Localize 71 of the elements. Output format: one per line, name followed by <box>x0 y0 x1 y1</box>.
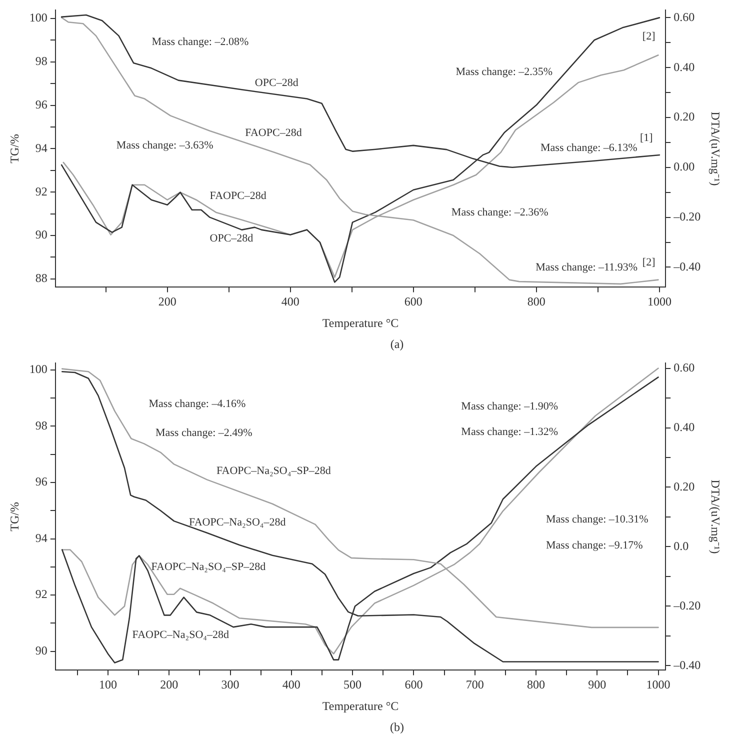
annotation: Mass change: –10.31% <box>546 514 648 526</box>
annotation: FAOPC–Na₂SO₄–28d <box>189 516 286 529</box>
y-tick-label: 94 <box>35 530 48 545</box>
y-tick-label: 100 <box>29 362 48 376</box>
x-tick-label: 1000 <box>647 294 672 309</box>
annotation: Mass change: –4.16% <box>148 398 246 410</box>
y2-tick-label: 0.0 <box>674 538 689 553</box>
annotation: Mass change: –11.93% <box>536 261 638 274</box>
annotation: OPC–28d <box>254 76 299 89</box>
x-tick-label: 400 <box>282 678 300 692</box>
annotation: Mass change: –1.90% <box>461 400 558 412</box>
annotation: FAOPC–28d <box>245 127 302 140</box>
y2-tick-label: 0.60 <box>674 360 695 374</box>
y2-axis-title: DTA/(uV.mg⁻¹) <box>708 480 723 554</box>
y2-tick-label: 0.00 <box>674 160 695 174</box>
y-axis-title: TG/% <box>7 134 22 164</box>
y2-tick-label: –0.40 <box>672 259 701 274</box>
y2-tick-label: 0.20 <box>674 110 695 124</box>
y-tick-label: 98 <box>35 54 48 68</box>
annotation: [2] <box>642 30 656 42</box>
annotation: Mass change: –6.13% <box>540 142 638 154</box>
y2-tick-label: 0.40 <box>674 60 695 74</box>
y-tick-label: 94 <box>35 140 48 155</box>
x-tick-label: 200 <box>160 678 178 692</box>
y-tick-label: 88 <box>35 271 48 286</box>
y-tick-label: 96 <box>35 474 48 489</box>
text: (b) <box>389 719 405 736</box>
x-tick-label: 200 <box>158 294 176 309</box>
y-tick-label: 90 <box>35 228 48 242</box>
y-tick-label: 92 <box>35 184 48 198</box>
text: (a) <box>389 336 405 353</box>
y2-tick-label: –0.20 <box>672 209 701 224</box>
x-axis-title: Temperature °C <box>322 316 399 330</box>
y-axis-title: TG/% <box>7 502 22 532</box>
annotation: FAOPC–28d <box>210 190 267 202</box>
x-tick-label: 600 <box>404 294 422 309</box>
x-tick-label: 700 <box>466 678 484 692</box>
annotation: [2] <box>642 256 656 268</box>
annotation: Mass change: –2.35% <box>456 66 553 78</box>
annotation: FAOPC–Na₂SO₄–SP–28d <box>151 561 266 574</box>
y-tick-label: 98 <box>35 418 48 432</box>
annotation: Mass change: –2.49% <box>155 426 252 439</box>
y2-tick-label: 0.40 <box>674 420 695 434</box>
annotation: [1] <box>640 132 653 144</box>
y2-axis-title: DTA/(uV.mg⁻¹) <box>708 112 723 186</box>
y-tick-label: 92 <box>35 587 48 602</box>
annotation: Mass change: –2.08% <box>152 36 249 48</box>
annotation: FAOPC–Na₂SO₄–SP–28d <box>216 465 332 478</box>
x-tick-label: 100 <box>98 678 117 692</box>
x-tick-label: 800 <box>527 294 546 309</box>
annotation: Mass change: –9.17% <box>546 539 643 552</box>
y-tick-label: 96 <box>35 97 48 112</box>
y2-tick-label: –0.20 <box>672 598 701 612</box>
y2-tick-label: –0.40 <box>672 658 701 672</box>
x-axis-title: Temperature °C <box>322 698 399 713</box>
x-tick-label: 900 <box>588 678 606 692</box>
x-tick-label: 400 <box>281 294 300 309</box>
y2-tick-label: 0.60 <box>674 10 695 24</box>
x-tick-label: 600 <box>404 678 423 692</box>
y2-tick-label: 0.20 <box>674 479 695 494</box>
annotation: Mass change: –2.36% <box>451 206 548 218</box>
x-tick-label: 300 <box>221 678 240 692</box>
x-tick-label: 1000 <box>646 678 670 692</box>
y-tick-label: 90 <box>35 644 48 658</box>
annotation: Mass change: –1.32% <box>461 426 558 438</box>
y-tick-label: 100 <box>29 10 48 25</box>
annotation: FAOPC–Na₂SO₄–28d <box>132 629 230 642</box>
annotation: Mass change: –3.63% <box>116 140 214 152</box>
x-tick-label: 800 <box>526 678 545 692</box>
annotation: OPC–28d <box>210 232 254 244</box>
x-tick-label: 500 <box>344 678 362 692</box>
